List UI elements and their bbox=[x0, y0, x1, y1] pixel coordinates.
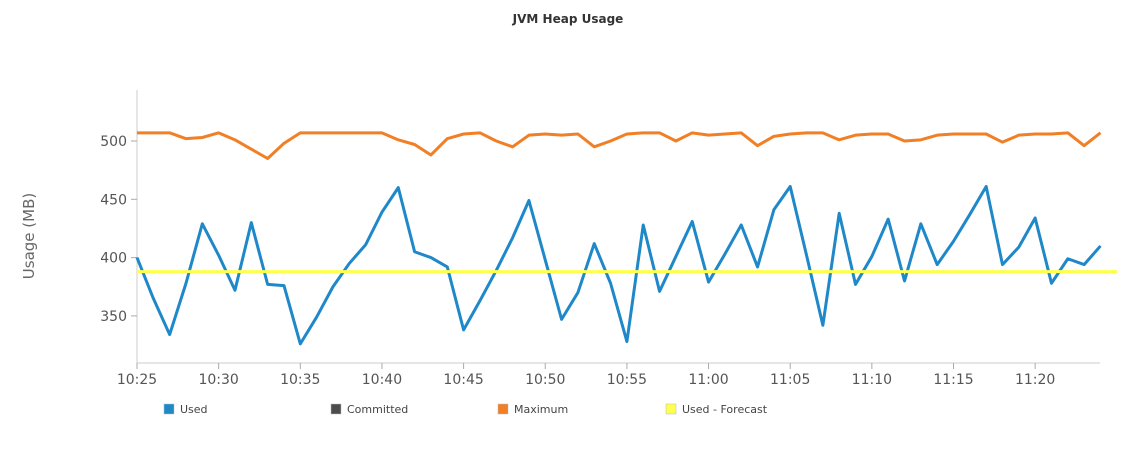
y-tick-label: 500 bbox=[100, 134, 127, 150]
x-tick-label: 11:20 bbox=[1015, 372, 1055, 388]
legend-label-used: Used bbox=[180, 403, 208, 416]
legend-label-committed: Committed bbox=[347, 403, 408, 416]
legend-swatch-committed bbox=[330, 403, 342, 415]
x-tick-label: 11:05 bbox=[770, 372, 810, 388]
x-tick-label: 10:50 bbox=[525, 372, 565, 388]
x-tick-label: 10:45 bbox=[443, 372, 483, 388]
legend-label-used-forecast: Used - Forecast bbox=[682, 403, 768, 416]
x-tick-label: 11:00 bbox=[688, 372, 728, 388]
legend-label-maximum: Maximum bbox=[514, 403, 568, 416]
legend-swatch-used bbox=[163, 403, 175, 415]
x-tick-label: 10:25 bbox=[117, 372, 157, 388]
x-tick-label: 10:30 bbox=[198, 372, 238, 388]
x-tick-label: 11:15 bbox=[933, 372, 973, 388]
y-tick-label: 350 bbox=[100, 309, 127, 325]
x-tick-label: 10:40 bbox=[362, 372, 402, 388]
legend-swatch-used-forecast bbox=[665, 403, 677, 415]
series-line-used bbox=[135, 184, 1102, 346]
y-tick-label: 400 bbox=[100, 251, 127, 267]
y-tick-label: 450 bbox=[100, 192, 127, 208]
series-line-maximum bbox=[137, 131, 1102, 160]
chart-title: JVM Heap Usage bbox=[512, 12, 624, 26]
y-axis-label: Usage (MB) bbox=[20, 193, 38, 279]
x-tick-label: 10:35 bbox=[280, 372, 320, 388]
legend-swatch-maximum bbox=[497, 403, 509, 415]
x-tick-label: 10:55 bbox=[607, 372, 647, 388]
x-tick-label: 11:10 bbox=[852, 372, 892, 388]
